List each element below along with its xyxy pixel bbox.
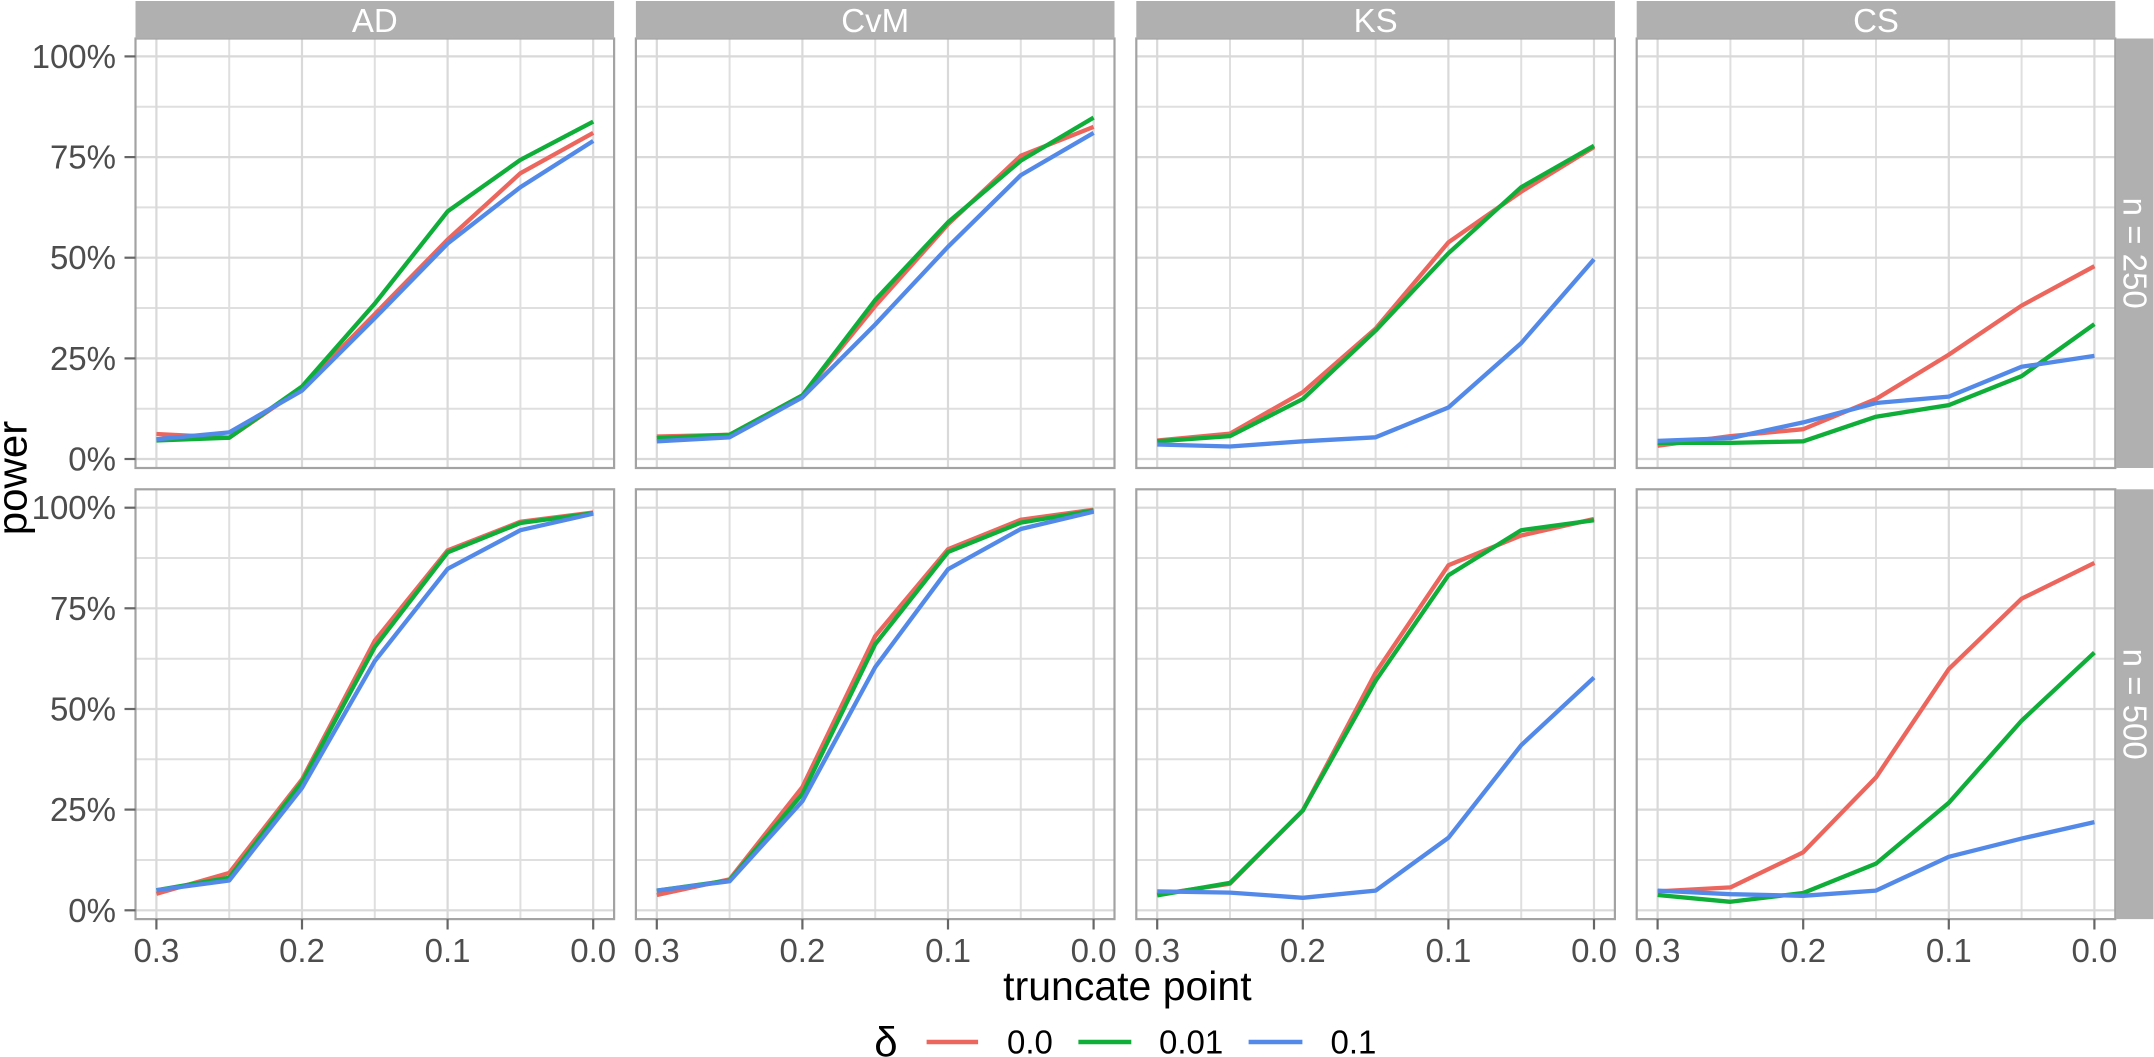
- svg-text:n = 500: n = 500: [2116, 649, 2153, 760]
- svg-text:25%: 25%: [50, 340, 116, 377]
- svg-text:100%: 100%: [32, 489, 116, 526]
- svg-text:0.2: 0.2: [1780, 932, 1826, 969]
- svg-text:50%: 50%: [50, 691, 116, 728]
- svg-text:100%: 100%: [32, 38, 116, 75]
- svg-text:0.0: 0.0: [1071, 932, 1117, 969]
- svg-text:0.0: 0.0: [2071, 932, 2117, 969]
- svg-text:0.1: 0.1: [425, 932, 471, 969]
- svg-text:0.01: 0.01: [1159, 1024, 1223, 1057]
- svg-text:0.3: 0.3: [1635, 932, 1681, 969]
- svg-text:75%: 75%: [50, 590, 116, 627]
- svg-text:0.1: 0.1: [1926, 932, 1972, 969]
- svg-text:0.1: 0.1: [1425, 932, 1471, 969]
- svg-text:CS: CS: [1853, 2, 1899, 39]
- svg-text:truncate point: truncate point: [1003, 963, 1252, 1009]
- svg-text:δ: δ: [874, 1019, 897, 1057]
- svg-text:AD: AD: [352, 2, 398, 39]
- svg-text:50%: 50%: [50, 239, 116, 276]
- svg-text:0.3: 0.3: [634, 932, 680, 969]
- svg-text:0.2: 0.2: [279, 932, 325, 969]
- svg-text:0.1: 0.1: [1331, 1024, 1377, 1057]
- svg-text:25%: 25%: [50, 791, 116, 828]
- svg-text:0.2: 0.2: [1280, 932, 1326, 969]
- svg-text:0.3: 0.3: [133, 932, 179, 969]
- svg-text:CvM: CvM: [841, 2, 909, 39]
- svg-text:0.0: 0.0: [1007, 1024, 1053, 1057]
- svg-text:0%: 0%: [68, 441, 116, 478]
- svg-text:0.2: 0.2: [779, 932, 825, 969]
- svg-text:0.1: 0.1: [925, 932, 971, 969]
- svg-text:KS: KS: [1354, 2, 1398, 39]
- svg-text:0.0: 0.0: [1571, 932, 1617, 969]
- svg-text:power: power: [0, 421, 36, 535]
- svg-text:n = 250: n = 250: [2116, 198, 2153, 309]
- svg-text:0.0: 0.0: [570, 932, 616, 969]
- svg-text:0.3: 0.3: [1134, 932, 1180, 969]
- svg-text:0%: 0%: [68, 892, 116, 929]
- svg-text:75%: 75%: [50, 139, 116, 176]
